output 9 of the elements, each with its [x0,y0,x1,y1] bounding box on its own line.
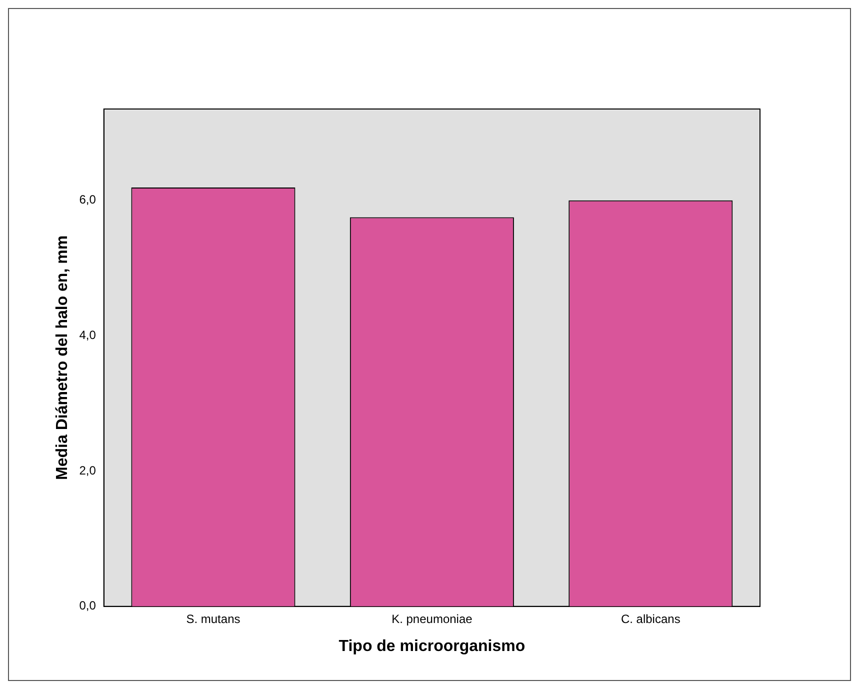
x-axis-title: Tipo de microorganismo [338,638,526,655]
y-tick-label: 4,0 [79,328,96,342]
x-tick-label: C. albicans [620,612,680,626]
x-tick-label: S. mutans [186,612,240,626]
y-tick-label: 0,0 [79,598,96,613]
x-tick-label: K. pneumoniae [392,612,473,626]
y-axis-title: Media Diámetro del halo en, mm [54,235,72,480]
y-tick-label: 2,0 [79,463,96,478]
y-tick-label: 6,0 [79,192,96,207]
